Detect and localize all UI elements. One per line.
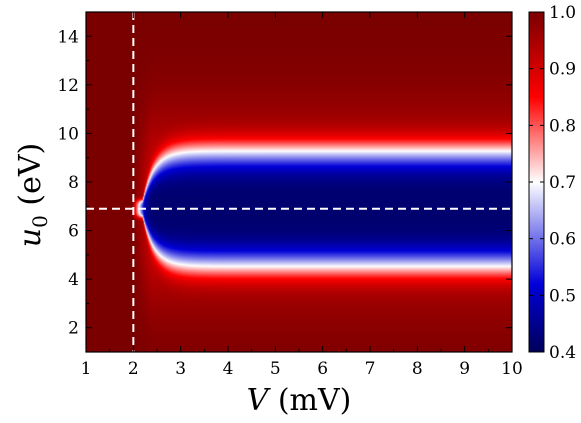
- colorbar-tick-label: 0.6: [549, 230, 576, 250]
- x-tick-label: 7: [365, 359, 376, 379]
- x-ticks: 1 2 3 4 5 6 7 8 9 10: [81, 12, 523, 379]
- colorbar-tick-label: 0.7: [549, 173, 576, 193]
- y-axis-label: u0 (eV): [13, 143, 52, 247]
- x-tick-label: 10: [501, 359, 523, 379]
- colorbar-ticks: 0.4 0.5 0.6 0.7 0.8 0.9 1.0: [529, 3, 576, 363]
- colorbar-tick-label: 0.5: [549, 286, 576, 306]
- heatmap-image: [86, 12, 512, 352]
- colorbar-tick-label: 0.4: [549, 343, 576, 363]
- x-tick-label: 3: [175, 359, 186, 379]
- x-tick-label: 1: [81, 359, 92, 379]
- y-tick-label: 2: [68, 319, 79, 339]
- x-tick-label: 8: [412, 359, 423, 379]
- x-tick-label: 5: [270, 359, 281, 379]
- x-tick-label: 2: [128, 359, 139, 379]
- y-tick-label: 10: [57, 124, 79, 144]
- colorbar-tick-label: 0.8: [549, 116, 576, 136]
- x-tick-label: 6: [317, 359, 328, 379]
- y-tick-label: 4: [68, 270, 79, 290]
- colorbar-tick-label: 0.9: [549, 60, 576, 80]
- y-tick-label: 6: [68, 222, 79, 242]
- y-tick-label: 8: [68, 173, 79, 193]
- x-axis-label: V (mV): [247, 383, 352, 418]
- x-tick-label: 9: [459, 359, 470, 379]
- y-tick-label: 14: [57, 27, 79, 47]
- colorbar-tick-label: 1.0: [549, 3, 576, 23]
- y-ticks: 2 4 6 8 10 12 14: [57, 11, 512, 353]
- x-tick-label: 4: [223, 359, 234, 379]
- y-tick-label: 12: [57, 76, 79, 96]
